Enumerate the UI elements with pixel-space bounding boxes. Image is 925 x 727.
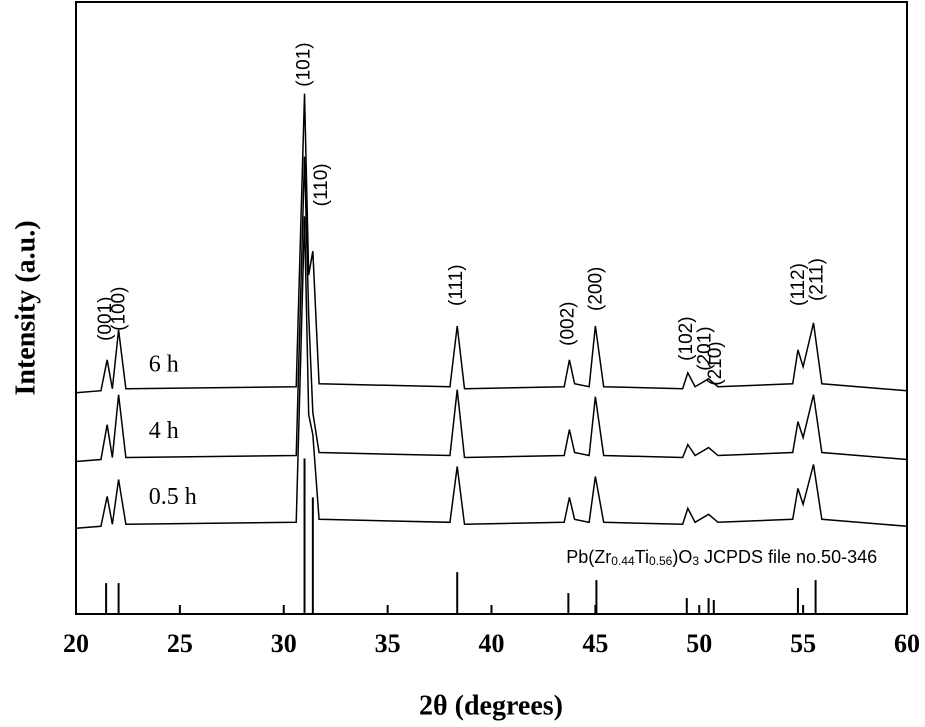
peak-label: (201)	[694, 326, 715, 370]
reference-label-part: 0.56	[649, 554, 673, 568]
x-tick-label: 25	[167, 629, 193, 658]
peak-label: (100)	[109, 287, 130, 331]
reference-label-part: 3	[692, 554, 699, 568]
peak-label: (112)	[788, 263, 809, 306]
pattern-line	[75, 156, 908, 463]
peak-label: (101)	[294, 42, 315, 86]
reference-label-part: JCPDS file no.50-346	[699, 547, 877, 567]
x-tick-label: 50	[686, 629, 712, 658]
pattern-line	[75, 93, 908, 394]
peak-label: (200)	[585, 267, 606, 311]
reference-label-part: Ti	[635, 547, 649, 567]
x-tick-label: 30	[271, 629, 297, 658]
x-axis-label: 2θ (degrees)	[419, 690, 563, 721]
plot-frame	[75, 1, 908, 615]
peak-label: (110)	[311, 163, 332, 206]
reference-label-part: Pb(Zr	[566, 547, 611, 567]
pattern-line	[75, 216, 908, 530]
x-tick-label: 35	[375, 629, 401, 658]
reference-label-part: 0.44	[611, 554, 635, 568]
peak-label: (002)	[557, 302, 578, 346]
x-tick-label: 20	[63, 629, 89, 658]
x-tick-label: 55	[790, 629, 816, 658]
reference-label-part: )O	[672, 547, 692, 567]
peak-label: (210)	[705, 341, 726, 385]
peak-label: (001)	[95, 297, 116, 341]
x-tick-label: 45	[582, 629, 608, 658]
peak-label: (102)	[676, 316, 697, 360]
peak-label: (211)	[807, 258, 828, 301]
series-label: 0.5 h	[149, 484, 197, 510]
reference-label: Pb(Zr0.44Ti0.56)O3 JCPDS file no.50-346	[566, 547, 877, 568]
peak-label: (111)	[446, 264, 467, 306]
x-tick-label: 40	[479, 629, 505, 658]
x-tick-label: 60	[894, 629, 920, 658]
y-axis-label: Intensity (a.u.)	[10, 220, 41, 395]
series-label: 4 h	[149, 418, 179, 444]
series-label: 6 h	[149, 351, 179, 377]
